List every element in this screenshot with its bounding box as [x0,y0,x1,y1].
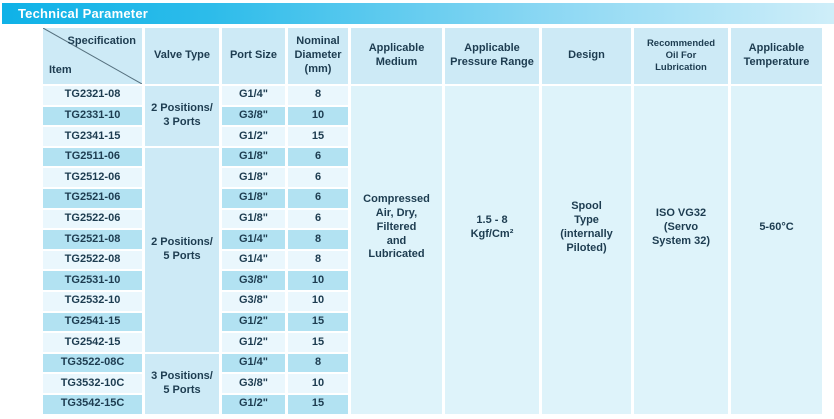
design-value: Spool Type (internally Piloted) [542,86,631,414]
header-valve-type: Valve Type [145,28,219,84]
nominal-diameter-cell: 6 [288,168,348,187]
technical-parameter-table: Specification Item Valve Type Port Size … [43,28,822,414]
applicable-medium-value: Compressed Air, Dry, Filtered and Lubric… [351,86,442,414]
header-applicable-temperature: Applicable Temperature [731,28,822,84]
item-cell: TG2522-06 [43,209,142,229]
item-cell: TG2341-15 [43,127,142,146]
valve-type-group-cell: 3 Positions/ 5 Ports [145,353,219,414]
nominal-diameter-cell: 10 [288,271,348,290]
nominal-diameter-cell: 10 [288,291,348,311]
header-recommended-oil: Recommended Oil For Lubrication [634,28,728,84]
nominal-diameter-cell: 6 [288,209,348,229]
section-title-bar: Technical Parameter [2,3,834,24]
item-cell: TG2531-10 [43,271,142,290]
item-cell: TG3522-08C [43,353,142,373]
header-applicable-pressure-range: Applicable Pressure Range [445,28,539,84]
recommended-oil-value: ISO VG32 (Servo System 32) [634,86,728,414]
item-cell: TG2532-10 [43,291,142,311]
valve-type-group-cell: 2 Positions/ 5 Ports [145,147,219,352]
port-size-cell: G3/8" [222,291,285,311]
port-size-cell: G1/4" [222,353,285,373]
nominal-diameter-cell: 10 [288,374,348,393]
corner-label-item: Item [49,64,72,77]
nominal-diameter-cell: 8 [288,86,348,105]
port-size-cell: G3/8" [222,271,285,290]
nominal-diameter-cell: 15 [288,333,348,352]
section-title: Technical Parameter [18,6,149,21]
port-size-cell: G3/8" [222,374,285,393]
item-cell: TG2542-15 [43,333,142,352]
item-cell: TG3542-15C [43,394,142,414]
nominal-diameter-cell: 15 [288,312,348,332]
item-cell: TG2521-06 [43,188,142,208]
nominal-diameter-cell: 8 [288,250,348,270]
port-size-cell: G1/2" [222,394,285,414]
port-size-cell: G1/8" [222,168,285,187]
applicable-temperature-value: 5-60°C [731,86,822,414]
applicable-pressure-range-value: 1.5 - 8 Kgf/Cm² [445,86,539,414]
item-cell: TG2541-15 [43,312,142,332]
port-size-cell: G1/8" [222,209,285,229]
port-size-cell: G1/8" [222,147,285,167]
header-nominal-diameter: Nominal Diameter (mm) [288,28,348,84]
port-size-cell: G3/8" [222,106,285,126]
nominal-diameter-cell: 8 [288,230,348,249]
diagonal-divider [43,28,142,84]
nominal-diameter-cell: 10 [288,106,348,126]
nominal-diameter-cell: 6 [288,147,348,167]
port-size-cell: G1/4" [222,86,285,105]
nominal-diameter-cell: 15 [288,394,348,414]
port-size-cell: G1/4" [222,250,285,270]
port-size-cell: G1/2" [222,127,285,146]
corner-label-specification: Specification [67,35,136,47]
item-cell: TG2512-06 [43,168,142,187]
port-size-cell: G1/2" [222,312,285,332]
nominal-diameter-cell: 8 [288,353,348,373]
nominal-diameter-cell: 6 [288,188,348,208]
nominal-diameter-cell: 15 [288,127,348,146]
header-design: Design [542,28,631,84]
header-applicable-medium: Applicable Medium [351,28,442,84]
item-cell: TG2321-08 [43,86,142,105]
item-cell: TG2511-06 [43,147,142,167]
port-size-cell: G1/2" [222,333,285,352]
header-port-size: Port Size [222,28,285,84]
item-cell: TG3532-10C [43,374,142,393]
item-cell: TG2521-08 [43,230,142,249]
port-size-cell: G1/4" [222,230,285,249]
corner-header-cell: Specification Item [43,28,142,84]
port-size-cell: G1/8" [222,188,285,208]
item-cell: TG2522-08 [43,250,142,270]
item-cell: TG2331-10 [43,106,142,126]
valve-type-group-cell: 2 Positions/ 3 Ports [145,86,219,146]
